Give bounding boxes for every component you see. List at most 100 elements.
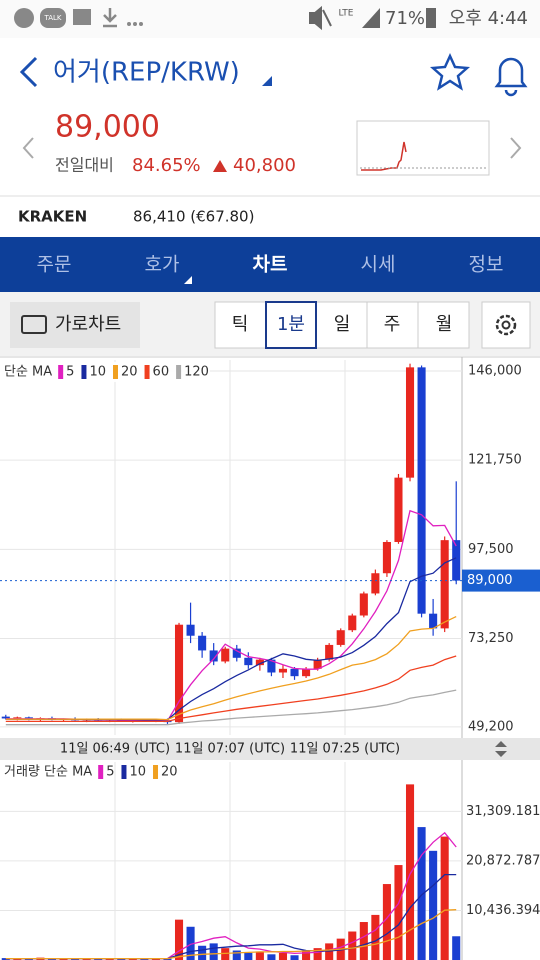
interval[interactable]: 일 <box>334 314 351 335</box>
title-dropdown[interactable] <box>262 76 272 86</box>
interval[interactable]: 월 <box>436 314 453 335</box>
mini-chart-line <box>361 141 407 171</box>
volume-bar <box>1 958 10 960</box>
legend-label: 20 <box>121 365 138 380</box>
clock: 오후 4:44 <box>449 8 528 29</box>
interval[interactable]: 1분 <box>277 314 305 335</box>
candle-body <box>440 540 449 629</box>
candle-body <box>429 613 438 629</box>
interval-selected <box>265 301 317 349</box>
candle-body <box>417 367 426 614</box>
candle-body <box>452 540 461 581</box>
legend-swatch <box>121 765 127 779</box>
candle-body <box>348 615 357 631</box>
landscape-button[interactable] <box>10 302 140 348</box>
interval[interactable]: 주 <box>384 314 401 335</box>
candle-body <box>336 630 345 645</box>
volume-bar <box>94 958 103 960</box>
battery-icon <box>426 8 436 28</box>
interval[interactable]: 틱 <box>232 314 249 335</box>
y-tick-label: 73,250 <box>468 631 514 646</box>
settings-button[interactable] <box>481 301 531 349</box>
volume-bar <box>290 955 299 960</box>
volume-bar <box>359 922 368 960</box>
tab[interactable]: 호가 <box>145 254 180 276</box>
y-tick-label: 97,500 <box>468 542 514 557</box>
legend-label: 120 <box>184 365 209 380</box>
back-button[interactable] <box>19 56 38 88</box>
volume-bar <box>255 951 264 960</box>
x-tick-label: 11일 06:49 (UTC) <box>60 742 170 757</box>
favorite-button[interactable] <box>429 52 471 91</box>
candle-body <box>290 668 299 677</box>
candle-body <box>209 650 218 662</box>
candle-body <box>1 716 10 719</box>
settings-icon <box>495 314 517 336</box>
volume-bar <box>302 951 311 960</box>
landscape-label[interactable]: 가로차트 <box>55 314 121 335</box>
candle-body <box>174 624 184 723</box>
volume-bar <box>325 943 334 960</box>
resize-handle[interactable] <box>495 741 507 757</box>
x-tick-label: 11일 07:25 (UTC) <box>290 742 400 757</box>
legend-title: 단순 MA <box>4 365 52 380</box>
more-dots <box>127 22 143 26</box>
volume-bar <box>394 865 403 960</box>
mute-icon <box>309 5 332 31</box>
candle-body <box>13 717 22 719</box>
legend-title: 거래량 단순 MA <box>4 765 92 780</box>
legend-label: 10 <box>89 365 106 380</box>
change-amount: 40,800 <box>233 155 296 176</box>
legend-swatch <box>144 365 150 379</box>
y-tick-label: 49,200 <box>468 719 514 734</box>
volume-bar <box>244 952 253 960</box>
tab[interactable]: 시세 <box>361 254 396 276</box>
candle-body <box>232 648 241 658</box>
tab-dropdown <box>184 276 192 284</box>
network-text: LTE <box>339 9 354 19</box>
next-button[interactable] <box>510 137 522 159</box>
signal-icon <box>362 8 380 28</box>
volume-bar <box>232 950 241 960</box>
current-price-label: 89,000 <box>467 573 513 588</box>
legend-label: 20 <box>161 765 178 780</box>
page-title[interactable]: 어거(REP/KRW) <box>53 58 240 88</box>
volume-bar <box>452 936 461 960</box>
interval-group <box>214 301 470 349</box>
candle-body <box>313 659 322 669</box>
volume-bar <box>221 948 230 960</box>
volume-bar <box>417 827 426 960</box>
candle-body <box>221 648 230 662</box>
volume-bar <box>163 958 172 960</box>
candle-body <box>359 593 368 616</box>
candle-body <box>394 477 403 542</box>
settings-icon-center <box>501 320 511 330</box>
legend-swatch <box>153 765 159 779</box>
volume-bar <box>151 958 160 960</box>
current-price-box <box>462 569 540 592</box>
tab[interactable]: 정보 <box>469 254 504 276</box>
volume-bar <box>348 931 357 960</box>
volume-bar <box>405 784 415 960</box>
battery-percent: 71% <box>385 8 425 29</box>
candle-body <box>302 668 311 677</box>
alert-button[interactable] <box>494 57 528 97</box>
y-tick-label: 10,436.394 <box>466 903 540 918</box>
tab[interactable]: 주문 <box>37 254 72 276</box>
y-tick-label: 146,000 <box>468 364 522 379</box>
volume-bar <box>267 954 276 960</box>
legend-swatch <box>113 365 118 379</box>
volume-bar <box>429 850 438 960</box>
candle-body <box>371 573 380 594</box>
legend-bg <box>0 362 210 382</box>
legend-swatch <box>176 365 182 379</box>
current-price: 89,000 <box>55 110 160 145</box>
tab-active[interactable]: 차트 <box>253 254 288 276</box>
candle-body <box>405 367 415 478</box>
prev-button[interactable] <box>22 137 34 159</box>
chart-layer: 146,000 121,750 97,500 73,250 49,200 89,000 11… <box>0 360 540 960</box>
ma-line <box>5 909 457 960</box>
y-tick-label: 31,309.181 <box>466 804 540 819</box>
app-icon <box>14 8 34 28</box>
